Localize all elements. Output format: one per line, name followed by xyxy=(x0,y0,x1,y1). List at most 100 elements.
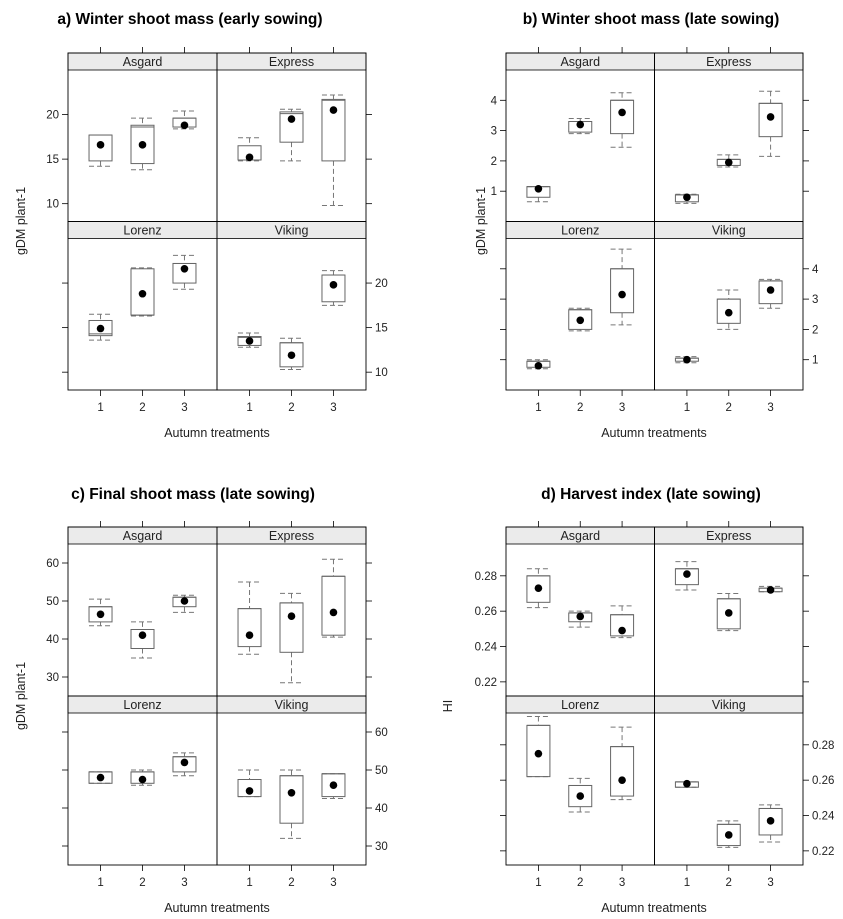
box-iqr xyxy=(237,608,262,648)
box-3 xyxy=(321,773,346,799)
panel-lorenz: Lorenz 1 2 3 xyxy=(62,695,218,889)
y-tick-label: 40 xyxy=(375,803,388,815)
x-tick-label: 3 xyxy=(330,877,336,889)
mean-point xyxy=(96,324,105,333)
box-1 xyxy=(88,134,113,167)
box-3 xyxy=(172,254,197,290)
box-1 xyxy=(237,137,262,162)
x-tick-label: 3 xyxy=(181,402,187,414)
x-tick-label: 1 xyxy=(246,877,252,889)
chart-1: a) Winter shoot mass (early sowing) Autum… xyxy=(14,11,388,440)
panel-express: Express xyxy=(654,47,809,222)
x-tick-label: 1 xyxy=(97,877,103,889)
chart-title: a) Winter shoot mass (early sowing) xyxy=(57,11,322,28)
box-1 xyxy=(674,561,699,591)
chart-3: c) Final shoot mass (late sowing) Autumn … xyxy=(14,486,388,915)
box-iqr xyxy=(279,111,304,143)
panel-lorenz: Lorenz 1 2 3 xyxy=(62,221,218,414)
box-2 xyxy=(279,769,304,839)
x-tick-label: 2 xyxy=(139,877,145,889)
y-tick-label: 0.26 xyxy=(475,606,497,618)
mean-point xyxy=(180,121,189,130)
mean-point xyxy=(180,597,189,605)
mean-point xyxy=(576,316,585,325)
mean-point xyxy=(245,153,254,162)
x-tick-label: 2 xyxy=(577,402,583,414)
mean-point xyxy=(576,120,585,129)
x-tick-label: 2 xyxy=(288,877,294,889)
box-1 xyxy=(674,193,699,204)
mean-point xyxy=(96,773,105,782)
y-tick-label: 60 xyxy=(46,558,59,570)
y-tick-label: 20 xyxy=(375,278,388,290)
x-tick-label: 1 xyxy=(535,402,541,414)
mean-point xyxy=(618,626,626,635)
box-3 xyxy=(610,248,635,326)
y-axis-label: HI xyxy=(441,700,455,713)
strip-label: Asgard xyxy=(123,529,163,543)
box-iqr xyxy=(279,775,304,824)
mean-point xyxy=(287,789,296,797)
y-tick-label: 3 xyxy=(812,294,818,306)
panel-lorenz: Lorenz 1 2 3 xyxy=(500,695,655,889)
y-tick-label: 30 xyxy=(46,672,59,684)
x-tick-label: 3 xyxy=(767,877,773,889)
chart-2: b) Winter shoot mass (late sowing) Autumn… xyxy=(474,11,819,440)
y-tick-label: 0.24 xyxy=(475,642,498,654)
y-tick-label: 10 xyxy=(46,199,59,211)
strip-label: Asgard xyxy=(123,55,163,69)
strip-label: Asgard xyxy=(560,529,600,543)
box-iqr xyxy=(321,98,346,162)
mean-point xyxy=(534,749,543,758)
y-tick-label: 1 xyxy=(491,186,497,198)
panel-express: Express xyxy=(216,521,372,697)
strip-label: Express xyxy=(269,55,314,69)
panel-border xyxy=(67,526,218,697)
box-3 xyxy=(758,804,783,843)
y-tick-label: 1 xyxy=(812,355,818,367)
panel-viking: Viking 1 2 3 4 1 2 3 xyxy=(654,221,819,414)
mean-point xyxy=(534,361,543,370)
panel-express: Express xyxy=(216,47,372,222)
mean-point xyxy=(287,612,296,620)
box-3 xyxy=(758,278,783,309)
box-2 xyxy=(279,337,304,371)
x-tick-label: 1 xyxy=(684,402,690,414)
mean-point xyxy=(245,787,254,795)
box-2 xyxy=(716,820,741,848)
mean-point xyxy=(287,115,296,123)
box-3 xyxy=(758,90,783,157)
x-tick-label: 3 xyxy=(330,402,336,414)
strip-label: Express xyxy=(706,529,751,543)
box-2 xyxy=(716,592,741,632)
strip-label: Viking xyxy=(275,698,309,712)
y-tick-label: 0.22 xyxy=(475,677,497,689)
panel-border xyxy=(654,52,804,222)
box-1 xyxy=(237,332,262,348)
mean-point xyxy=(329,608,338,617)
panel-border xyxy=(505,52,655,222)
x-axis-label: Autumn treatments xyxy=(601,426,707,440)
y-tick-label: 0.22 xyxy=(812,846,834,858)
mean-point xyxy=(576,612,585,621)
box-iqr xyxy=(279,602,304,653)
box-2 xyxy=(716,289,741,330)
box-2 xyxy=(130,117,155,171)
x-tick-label: 3 xyxy=(181,877,187,889)
box-2 xyxy=(716,154,741,168)
mean-point xyxy=(96,141,105,149)
mean-point xyxy=(138,631,147,639)
mean-point xyxy=(683,779,691,788)
box-3 xyxy=(610,726,635,801)
y-tick-label: 30 xyxy=(375,841,388,853)
strip-label: Viking xyxy=(712,224,746,238)
mean-point xyxy=(766,586,775,594)
y-tick-label: 2 xyxy=(812,324,818,336)
box-1 xyxy=(88,771,113,784)
box-2 xyxy=(130,621,155,659)
panel-border xyxy=(216,695,367,866)
y-tick-label: 0.28 xyxy=(812,740,834,752)
panel-lorenz: Lorenz 1 2 3 xyxy=(500,221,655,414)
box-1 xyxy=(237,581,262,655)
